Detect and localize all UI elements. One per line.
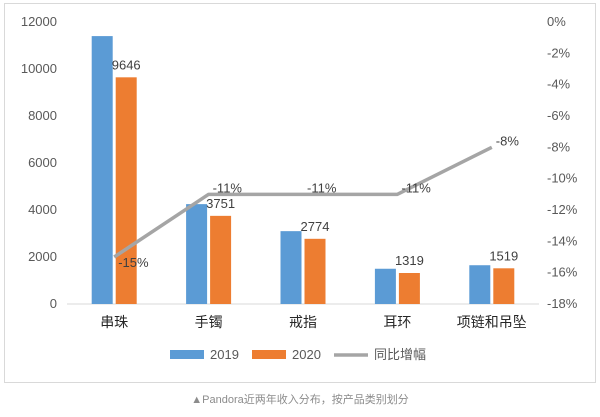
legend-swatch-2020 xyxy=(252,350,286,359)
bar-2020-data-label: 1319 xyxy=(395,253,424,268)
yoy-data-label: -11% xyxy=(213,180,243,195)
bar-2020 xyxy=(304,238,326,304)
bar-2019 xyxy=(374,268,396,304)
legend-swatch-2019 xyxy=(170,350,204,359)
legend-label: 同比增幅 xyxy=(374,347,426,362)
right-axis-tick-label: -2% xyxy=(547,45,571,60)
bar-2019 xyxy=(280,231,302,304)
left-axis-tick-label: 12000 xyxy=(21,14,57,29)
legend-label: 2020 xyxy=(292,347,321,362)
category-label: 项链和吊坠 xyxy=(457,314,527,330)
chart-frame: 0 2000 4000 6000 8000 10000 12000 0% -2% -4% -6% -8… xyxy=(4,3,596,383)
bar-2020 xyxy=(210,215,232,304)
right-axis-tick-label: -4% xyxy=(547,77,571,92)
bar-2020-data-label: 3751 xyxy=(206,196,235,211)
category-label: 耳环 xyxy=(383,314,411,330)
category-label: 串珠 xyxy=(100,314,128,330)
right-axis-tick-label: -6% xyxy=(547,108,571,123)
left-axis-tick-label: 4000 xyxy=(28,202,57,217)
right-axis-tick-label: -12% xyxy=(547,202,578,217)
bar-2020-data-label: 2774 xyxy=(301,219,330,234)
bar-2020-data-label: 9646 xyxy=(112,57,141,72)
bar-2020 xyxy=(398,273,420,304)
yoy-data-label: -11% xyxy=(401,180,431,195)
right-axis-tick-label: -8% xyxy=(547,139,571,154)
right-axis-tick-label: 0% xyxy=(547,14,566,29)
left-axis-tick-label: 10000 xyxy=(21,61,57,76)
right-axis-tick-label: -16% xyxy=(547,265,578,280)
left-axis-tick-label: 8000 xyxy=(28,108,57,123)
bar-2019 xyxy=(91,36,113,304)
yoy-data-label: -15% xyxy=(118,255,149,270)
left-axis-tick-label: 2000 xyxy=(28,249,57,264)
right-axis-tick-label: -18% xyxy=(547,296,578,311)
category-label: 戒指 xyxy=(289,314,317,330)
left-axis-tick-label: 0 xyxy=(50,296,57,311)
figure-caption: ▲Pandora近两年收入分布，按产品类别划分 xyxy=(191,394,409,406)
category-label: 手镯 xyxy=(195,314,223,330)
right-axis-tick-label: -14% xyxy=(547,233,578,248)
bar-2019 xyxy=(186,204,208,304)
left-axis-tick-label: 6000 xyxy=(28,155,57,170)
yoy-data-label: -11% xyxy=(307,180,337,195)
right-axis-tick-label: -10% xyxy=(547,171,578,186)
bar-2020 xyxy=(493,268,515,304)
yoy-line xyxy=(113,145,493,259)
legend-label: 2019 xyxy=(210,347,239,362)
yoy-data-label: -8% xyxy=(496,133,520,148)
combo-chart: 0 2000 4000 6000 8000 10000 12000 0% -2% -4% -6% -8… xyxy=(21,14,578,362)
bar-2019 xyxy=(469,265,491,304)
bar-2020-data-label: 1519 xyxy=(489,248,518,263)
